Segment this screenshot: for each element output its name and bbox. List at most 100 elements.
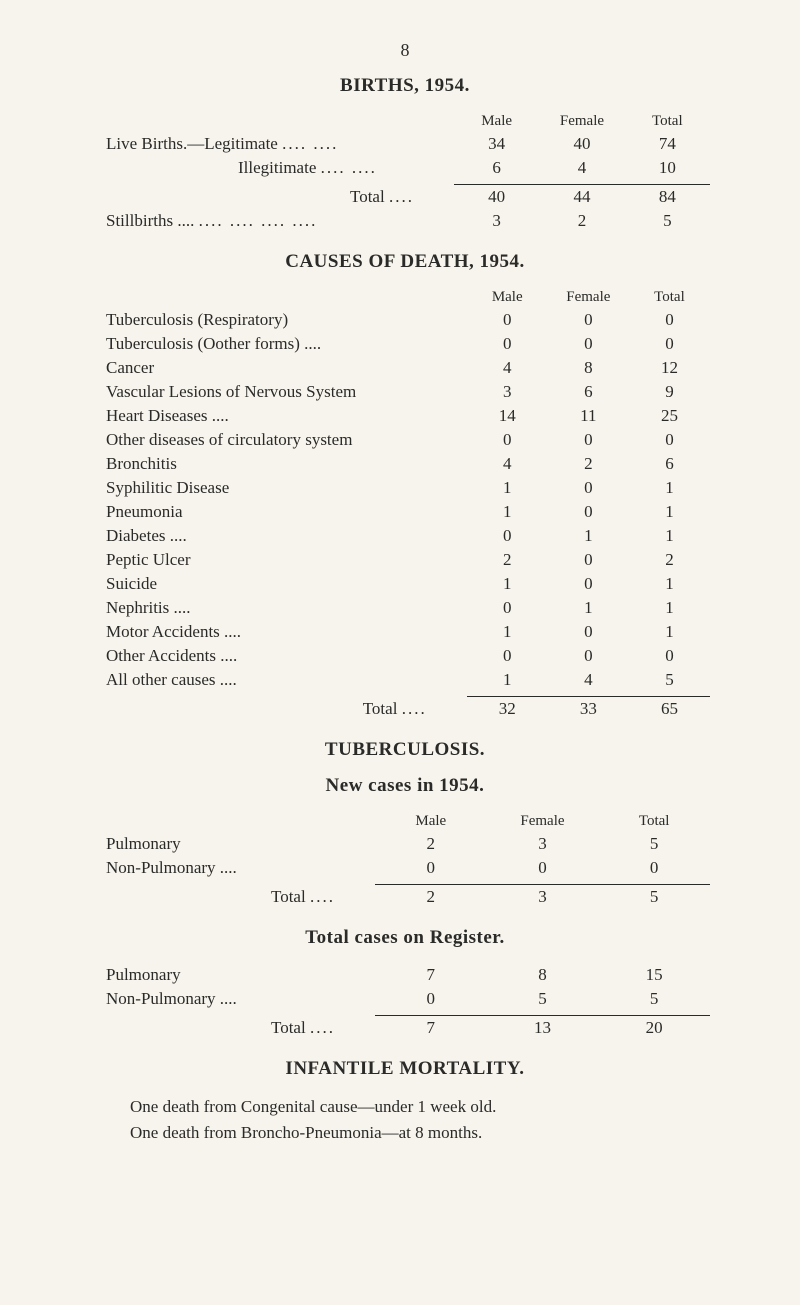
cell: 5 bbox=[487, 987, 599, 1011]
table-row: Non-Pulmonary ....055 bbox=[100, 987, 710, 1011]
row-label: Pulmonary bbox=[100, 963, 375, 987]
cell: 1 bbox=[467, 620, 548, 644]
row-label: Suicide bbox=[100, 572, 467, 596]
cell: 1 bbox=[467, 476, 548, 500]
cell: 11 bbox=[548, 404, 629, 428]
table-header-row: Male Female Total bbox=[100, 287, 710, 308]
total-label: Total bbox=[271, 1018, 306, 1037]
col-total: Total bbox=[598, 811, 710, 832]
cell: 13 bbox=[487, 1016, 599, 1041]
cell: 65 bbox=[629, 697, 710, 722]
cell: 0 bbox=[629, 644, 710, 668]
cell: 2 bbox=[629, 548, 710, 572]
table-row: Suicide101 bbox=[100, 572, 710, 596]
table-row: Bronchitis426 bbox=[100, 452, 710, 476]
tb-register-title: Total cases on Register. bbox=[100, 927, 710, 949]
cell: 25 bbox=[629, 404, 710, 428]
col-female: Female bbox=[487, 811, 599, 832]
table-row: Other diseases of circulatory system000 bbox=[100, 428, 710, 452]
table-row: All other causes ....145 bbox=[100, 668, 710, 692]
cell: 12 bbox=[629, 356, 710, 380]
tb-new-table: Male Female Total Pulmonary235Non-Pulmon… bbox=[100, 811, 710, 909]
cell: 0 bbox=[629, 332, 710, 356]
table-row: Non-Pulmonary ....000 bbox=[100, 856, 710, 880]
total-row: Total .... 32 33 65 bbox=[100, 697, 710, 722]
table-row: Peptic Ulcer202 bbox=[100, 548, 710, 572]
col-male: Male bbox=[454, 111, 539, 132]
cell: 0 bbox=[467, 428, 548, 452]
cell: 0 bbox=[598, 856, 710, 880]
table-row: Syphilitic Disease101 bbox=[100, 476, 710, 500]
cell: 40 bbox=[454, 185, 539, 210]
cell: 7 bbox=[375, 1016, 487, 1041]
cell: 0 bbox=[467, 596, 548, 620]
cell: 1 bbox=[629, 476, 710, 500]
table-row: Stillbirths .... .... .... .... .... 3 2… bbox=[100, 209, 710, 233]
cell: 1 bbox=[467, 500, 548, 524]
cell: 0 bbox=[467, 308, 548, 332]
cell: 6 bbox=[629, 452, 710, 476]
cell: 1 bbox=[548, 596, 629, 620]
cell: 9 bbox=[629, 380, 710, 404]
cell: 0 bbox=[487, 856, 599, 880]
document-page: 8 BIRTHS, 1954. Male Female Total Live B… bbox=[0, 0, 800, 1185]
births-table: Male Female Total Live Births.—Legitimat… bbox=[100, 111, 710, 233]
cell: 0 bbox=[375, 856, 487, 880]
cell: 5 bbox=[629, 668, 710, 692]
cell: 0 bbox=[548, 548, 629, 572]
cell: 0 bbox=[548, 308, 629, 332]
table-row: Pulmonary235 bbox=[100, 832, 710, 856]
cell: 2 bbox=[375, 832, 487, 856]
row-label: Heart Diseases .... bbox=[100, 404, 467, 428]
cell: 8 bbox=[487, 963, 599, 987]
row-label: Bronchitis bbox=[100, 452, 467, 476]
row-label: Non-Pulmonary .... bbox=[100, 856, 375, 880]
cell: 5 bbox=[598, 987, 710, 1011]
cell: 3 bbox=[454, 209, 539, 233]
row-label: Pulmonary bbox=[100, 832, 375, 856]
row-label: Motor Accidents .... bbox=[100, 620, 467, 644]
cell: 1 bbox=[548, 524, 629, 548]
col-male: Male bbox=[467, 287, 548, 308]
cell: 2 bbox=[548, 452, 629, 476]
table-row: Pulmonary7815 bbox=[100, 963, 710, 987]
total-row: Total .... 7 13 20 bbox=[100, 1016, 710, 1041]
cell: 0 bbox=[467, 332, 548, 356]
cell: 40 bbox=[539, 132, 624, 156]
table-row: Tuberculosis (Respiratory)000 bbox=[100, 308, 710, 332]
row-label: Cancer bbox=[100, 356, 467, 380]
cell: 3 bbox=[487, 832, 599, 856]
cell: 0 bbox=[629, 308, 710, 332]
cell: 74 bbox=[625, 132, 710, 156]
col-male: Male bbox=[375, 811, 487, 832]
cell: 6 bbox=[548, 380, 629, 404]
row-label: Diabetes .... bbox=[100, 524, 467, 548]
births-title: BIRTHS, 1954. bbox=[100, 75, 710, 97]
cell: 1 bbox=[467, 668, 548, 692]
cell: 0 bbox=[548, 572, 629, 596]
cell: 2 bbox=[467, 548, 548, 572]
cell: 14 bbox=[467, 404, 548, 428]
col-female: Female bbox=[539, 111, 624, 132]
cell: 1 bbox=[629, 620, 710, 644]
cell: 6 bbox=[454, 156, 539, 180]
table-row: Live Births.—Legitimate .... .... 34 40 … bbox=[100, 132, 710, 156]
cell: 3 bbox=[467, 380, 548, 404]
col-female: Female bbox=[548, 287, 629, 308]
table-header-row: Male Female Total bbox=[100, 111, 710, 132]
cell: 20 bbox=[598, 1016, 710, 1041]
col-total: Total bbox=[629, 287, 710, 308]
cell: 1 bbox=[629, 596, 710, 620]
cell: 0 bbox=[548, 476, 629, 500]
cell: 8 bbox=[548, 356, 629, 380]
cell: 2 bbox=[539, 209, 624, 233]
total-row: Total .... 40 44 84 bbox=[100, 185, 710, 210]
row-label: Peptic Ulcer bbox=[100, 548, 467, 572]
row-label: Nephritis .... bbox=[100, 596, 467, 620]
cell: 1 bbox=[629, 572, 710, 596]
cell: 10 bbox=[625, 156, 710, 180]
col-total: Total bbox=[625, 111, 710, 132]
cell: 1 bbox=[629, 500, 710, 524]
cell: 5 bbox=[625, 209, 710, 233]
table-row: Vascular Lesions of Nervous System369 bbox=[100, 380, 710, 404]
